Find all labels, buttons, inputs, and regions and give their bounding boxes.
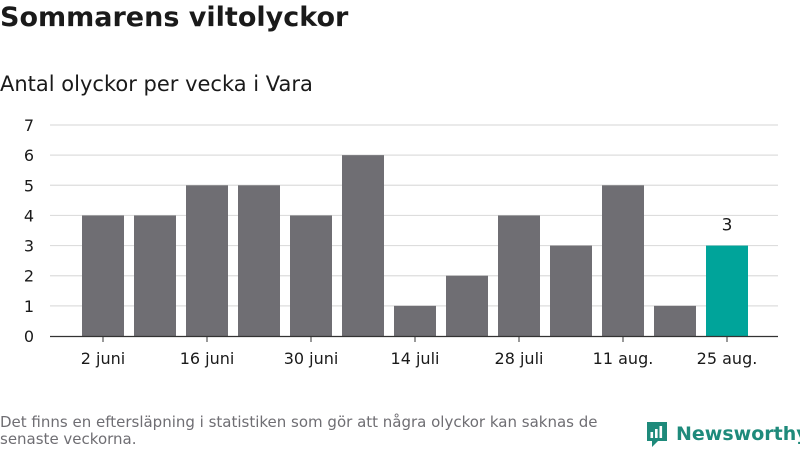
bar — [654, 305, 696, 336]
y-tick-label: 2 — [24, 267, 34, 286]
chart-title: Sommarens viltolyckor — [0, 2, 349, 33]
bar — [342, 155, 384, 336]
brand-logo[interactable]: Newsworthy — [645, 418, 800, 450]
bar — [550, 245, 592, 336]
bar — [446, 275, 488, 336]
chart-subtitle: Antal olyckor per vecka i Vara — [0, 72, 313, 96]
bar — [498, 215, 540, 336]
x-tick-label: 2 juni — [81, 349, 125, 368]
brand-name: Newsworthy — [676, 423, 800, 445]
bar — [602, 185, 644, 336]
bar — [290, 215, 332, 336]
data-label: 3 — [722, 216, 733, 236]
y-tick-label: 6 — [24, 146, 34, 165]
bar — [706, 245, 748, 336]
bar — [394, 305, 436, 336]
bar-chart: 0 1 2 3 4 5 6 7 3 2 juni 16 juni 30 juni 14 juli 28… — [24, 116, 778, 368]
bar — [238, 185, 280, 336]
y-tick-label: 5 — [24, 176, 34, 195]
bar — [134, 215, 176, 336]
y-tick-label: 7 — [24, 116, 34, 135]
y-tick-label: 4 — [24, 206, 34, 225]
x-tick-label: 30 juni — [284, 349, 339, 368]
newsworthy-logo-icon — [647, 422, 667, 447]
data-labels: 3 — [722, 216, 733, 236]
y-tick-label: 0 — [24, 327, 34, 346]
x-tick-label: 16 juni — [180, 349, 235, 368]
x-axis-ticks: 2 juni 16 juni 30 juni 14 juli 28 juli 11 aug… — [81, 336, 758, 368]
y-tick-label: 3 — [24, 237, 34, 256]
x-tick-label: 11 aug. — [593, 349, 654, 368]
x-tick-label: 14 juli — [391, 349, 440, 368]
bar — [82, 215, 124, 336]
y-tick-label: 1 — [24, 297, 34, 316]
bars — [82, 155, 748, 336]
x-tick-label: 25 aug. — [697, 349, 758, 368]
bar — [186, 185, 228, 336]
footnote: Det finns en eftersläpning i statistiken… — [0, 413, 598, 448]
y-axis-ticks: 0 1 2 3 4 5 6 7 — [24, 116, 34, 346]
x-tick-label: 28 juli — [495, 349, 544, 368]
